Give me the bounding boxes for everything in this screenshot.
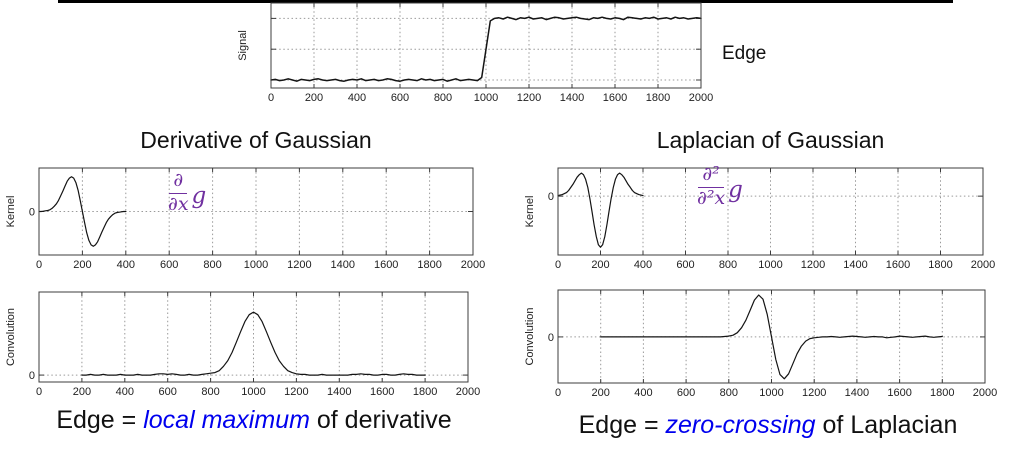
derivative-convolution-chart: 0 200 400 600 800 1000 1200 1400 1600 1800 2000 0 Co… <box>5 291 480 398</box>
svg-text:1000: 1000 <box>241 386 265 398</box>
svg-text:1200: 1200 <box>287 259 311 271</box>
laplacian-caption: Edge = zero-crossing of Laplacian <box>528 411 1008 440</box>
svg-text:1000: 1000 <box>244 259 268 271</box>
svg-text:2000: 2000 <box>973 387 997 399</box>
svg-text:1000: 1000 <box>759 387 783 399</box>
svg-text:1400: 1400 <box>845 387 869 399</box>
svg-text:800: 800 <box>720 387 738 399</box>
formula-denominator: ∂²x <box>697 186 726 209</box>
svg-text:600: 600 <box>677 387 695 399</box>
derivative-of-gaussian-title: Derivative of Gaussian <box>140 127 372 153</box>
svg-text:0: 0 <box>268 92 274 104</box>
svg-text:200: 200 <box>592 387 610 399</box>
svg-text:1800: 1800 <box>646 92 670 104</box>
derivative-formula: ∂ ∂x g <box>168 170 206 215</box>
svg-text:400: 400 <box>348 92 366 104</box>
caption-suffix: of Laplacian <box>815 411 958 439</box>
svg-text:1400: 1400 <box>331 259 355 271</box>
svg-text:0: 0 <box>555 259 561 271</box>
svg-text:Kernel: Kernel <box>524 196 536 228</box>
formula-numerator: ∂² <box>698 164 724 188</box>
svg-text:0: 0 <box>548 332 554 344</box>
svg-text:800: 800 <box>201 386 219 398</box>
derivative-caption: Edge = local maximum of derivative <box>14 406 494 435</box>
formula-denominator: ∂x <box>168 192 189 215</box>
svg-text:0: 0 <box>555 387 561 399</box>
svg-text:Kernel: Kernel <box>5 196 17 228</box>
laplacian-of-gaussian-title: Laplacian of Gaussian <box>656 127 885 153</box>
fraction: ∂² ∂²x <box>697 164 725 209</box>
svg-text:200: 200 <box>73 259 91 271</box>
svg-text:0: 0 <box>29 207 35 219</box>
fraction: ∂ ∂x <box>168 170 189 215</box>
svg-text:0: 0 <box>29 370 35 382</box>
svg-text:600: 600 <box>676 259 694 271</box>
svg-text:2000: 2000 <box>971 259 995 271</box>
laplacian-kernel-chart: 0 200 400 600 800 1000 1200 1400 1600 1800 2000 0 Ke… <box>524 167 995 271</box>
svg-text:Signal: Signal <box>237 30 249 61</box>
svg-text:1000: 1000 <box>758 259 782 271</box>
svg-text:2000: 2000 <box>689 92 713 104</box>
svg-text:800: 800 <box>203 259 221 271</box>
svg-text:1200: 1200 <box>801 259 825 271</box>
title-underline <box>58 0 953 3</box>
caption-highlight: local maximum <box>143 406 310 434</box>
laplacian-convolution-chart: 0 200 400 600 800 1000 1200 1400 1600 1800 2000 0 Co… <box>524 289 997 399</box>
svg-text:600: 600 <box>160 259 178 271</box>
svg-text:400: 400 <box>116 386 134 398</box>
svg-text:1800: 1800 <box>417 259 441 271</box>
svg-text:0: 0 <box>548 191 554 203</box>
svg-text:600: 600 <box>159 386 177 398</box>
svg-text:800: 800 <box>719 259 737 271</box>
svg-text:1400: 1400 <box>843 259 867 271</box>
caption-suffix: of derivative <box>309 406 452 434</box>
svg-text:800: 800 <box>434 92 452 104</box>
svg-text:1600: 1600 <box>374 259 398 271</box>
svg-text:400: 400 <box>634 387 652 399</box>
svg-text:1200: 1200 <box>802 387 826 399</box>
svg-text:200: 200 <box>73 386 91 398</box>
svg-text:1600: 1600 <box>603 92 627 104</box>
svg-text:1200: 1200 <box>517 92 541 104</box>
svg-text:1600: 1600 <box>370 386 394 398</box>
svg-text:1000: 1000 <box>474 92 498 104</box>
svg-text:0: 0 <box>36 259 42 271</box>
svg-text:600: 600 <box>391 92 409 104</box>
svg-text:2000: 2000 <box>456 386 480 398</box>
svg-text:1800: 1800 <box>413 386 437 398</box>
formula-g: g <box>728 177 743 203</box>
svg-text:1400: 1400 <box>560 92 584 104</box>
svg-text:1800: 1800 <box>928 259 952 271</box>
svg-text:Convolution: Convolution <box>524 307 536 365</box>
svg-text:200: 200 <box>305 92 323 104</box>
svg-text:2000: 2000 <box>461 259 485 271</box>
signal-chart: 0 200 400 600 800 1000 1200 1400 1600 1800 2000 Sig… <box>237 2 713 104</box>
edge-label: Edge <box>722 43 767 64</box>
svg-text:200: 200 <box>591 259 609 271</box>
svg-text:0: 0 <box>36 386 42 398</box>
svg-text:1800: 1800 <box>930 387 954 399</box>
laplacian-formula: ∂² ∂²x g <box>697 164 743 209</box>
svg-text:400: 400 <box>117 259 135 271</box>
caption-prefix: Edge = <box>578 411 666 439</box>
svg-text:1600: 1600 <box>887 387 911 399</box>
svg-text:1200: 1200 <box>284 386 308 398</box>
caption-prefix: Edge = <box>56 406 144 434</box>
svg-text:1600: 1600 <box>886 259 910 271</box>
svg-text:Convolution: Convolution <box>5 308 17 366</box>
caption-highlight: zero-crossing <box>665 411 816 439</box>
formula-numerator: ∂ <box>169 170 188 194</box>
svg-text:400: 400 <box>634 259 652 271</box>
formula-g: g <box>191 183 207 209</box>
svg-text:1400: 1400 <box>327 386 351 398</box>
derivative-kernel-chart: 0 200 400 600 800 1000 1200 1400 1600 1800 2000 0 Ke… <box>5 167 485 271</box>
